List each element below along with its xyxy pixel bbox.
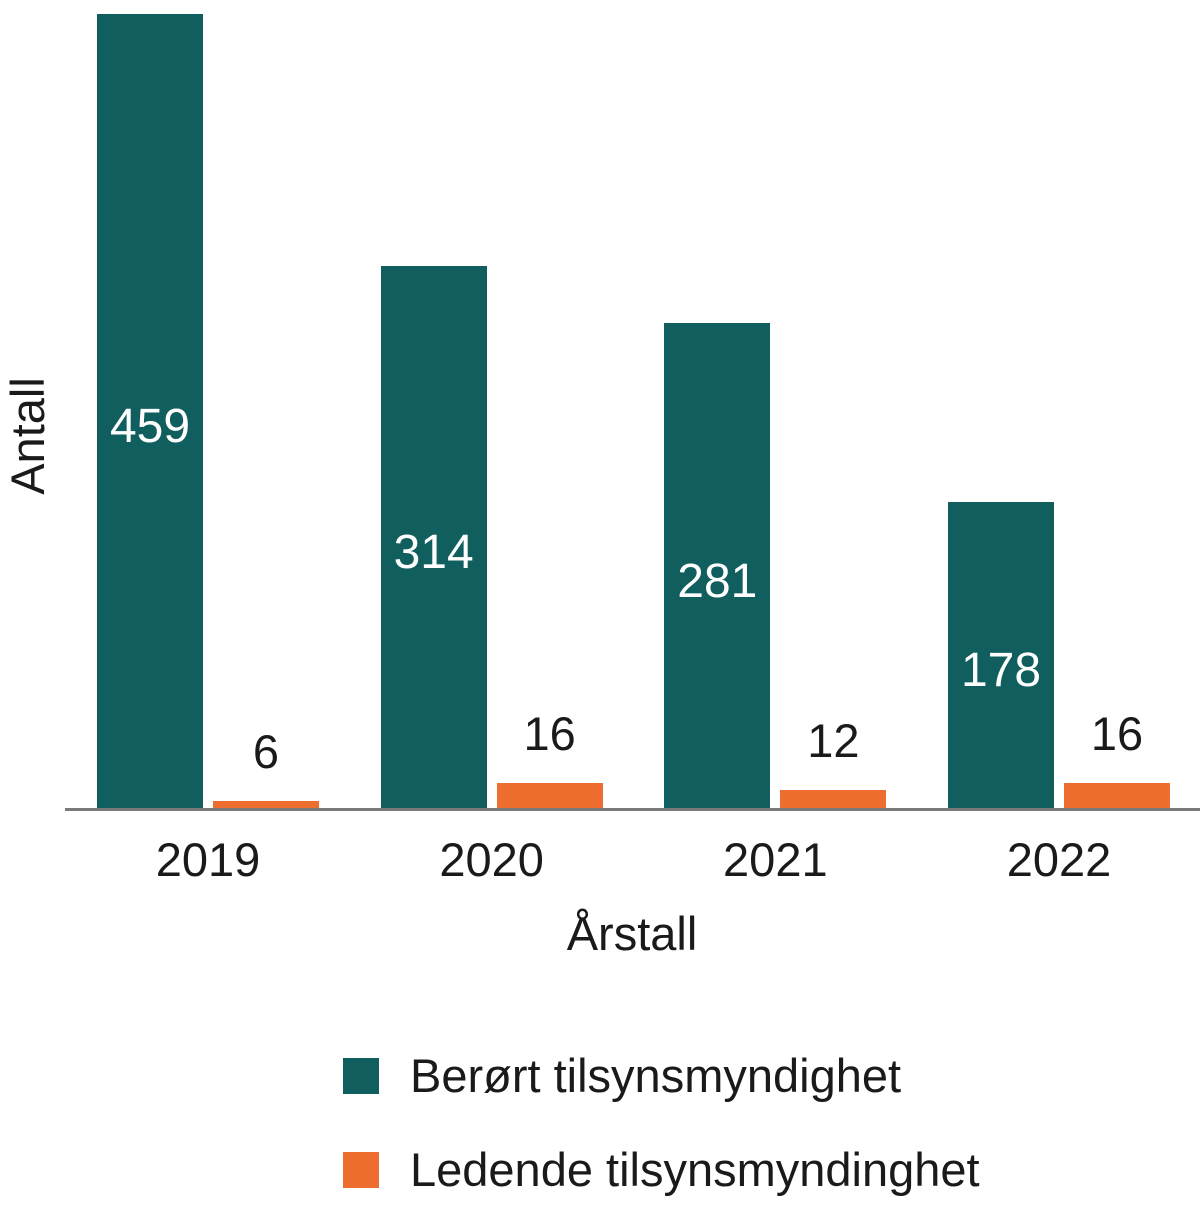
bar-value-label: 459 <box>109 400 191 454</box>
bar-2021-series-1 <box>664 323 771 811</box>
bar-2022-series-1 <box>948 501 1054 811</box>
legend: Berørt tilsynsmyndighet Ledende tilsynsmy… <box>343 1046 980 1199</box>
legend-swatch-icon <box>343 1151 379 1188</box>
bar-value-label: 16 <box>523 707 576 761</box>
x-tick-label-2020: 2020 <box>439 833 544 886</box>
bar-2022-series-2 <box>1064 783 1170 811</box>
x-tick-label-2022: 2022 <box>1006 833 1112 886</box>
bar-value-label: 16 <box>1090 707 1144 761</box>
x-axis-line <box>65 808 1200 811</box>
bar-2019-series-2 <box>213 800 319 811</box>
legend-item-2: Ledende tilsynsmyndinghet <box>343 1140 980 1199</box>
legend-label: Berørt tilsynsmyndighet <box>410 1049 902 1102</box>
y-axis-title: Antall <box>1 377 54 495</box>
x-tick-label-2021: 2021 <box>723 833 828 886</box>
x-tick-label-2019: 2019 <box>155 833 261 886</box>
x-axis-title: Årstall <box>566 907 698 960</box>
bar-2020-series-2 <box>496 783 603 811</box>
bar-value-label: 281 <box>677 555 758 609</box>
bar-value-label: 6 <box>252 724 280 778</box>
legend-label: Ledende tilsynsmyndinghet <box>410 1143 980 1196</box>
bar-value-label: 178 <box>960 644 1042 698</box>
bar-value-label: 12 <box>807 714 860 768</box>
bar-2021-series-2 <box>780 790 887 811</box>
bar-value-label: 314 <box>393 526 474 580</box>
bar-2020-series-1 <box>380 265 487 811</box>
bar-2019-series-1 <box>97 13 203 811</box>
legend-swatch-icon <box>343 1057 379 1094</box>
legend-item-1: Berørt tilsynsmyndighet <box>343 1046 980 1105</box>
